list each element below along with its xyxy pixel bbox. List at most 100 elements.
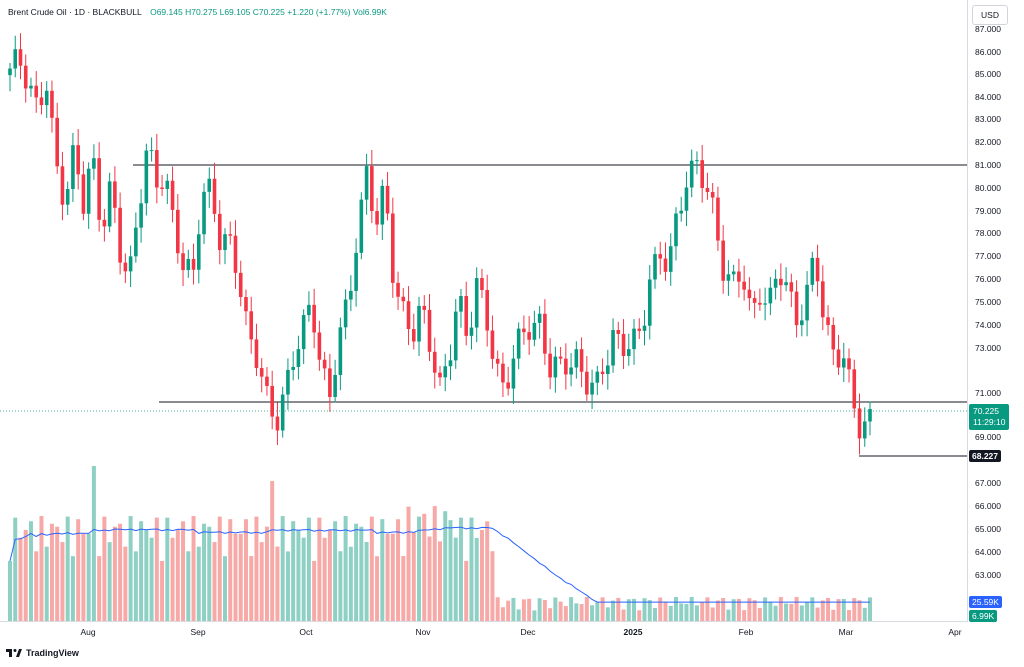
candle-body (742, 281, 746, 290)
candle-body (97, 158, 101, 220)
volume-bar (39, 516, 44, 621)
volume-bar (44, 546, 49, 621)
candle-body (259, 368, 264, 377)
volume-bar (81, 533, 86, 621)
volume-bar (490, 551, 495, 621)
candle-body (417, 305, 421, 342)
volume-bar (673, 597, 678, 621)
candle-body (155, 150, 159, 188)
volume-bar (280, 516, 285, 621)
candle-body (815, 257, 820, 282)
volume-bar (165, 517, 170, 621)
volume-bar (306, 517, 311, 621)
candle-body (506, 382, 510, 389)
candle-body (616, 330, 621, 334)
volume-bar (747, 598, 752, 621)
candle-body (752, 298, 757, 303)
candle-body (375, 211, 379, 225)
price-axis-label: 86.000 (975, 47, 1001, 57)
volume-bar (338, 551, 343, 621)
candle-body (212, 178, 217, 214)
candle-body (65, 189, 70, 205)
volume-bar (23, 530, 28, 621)
volume-bar (705, 597, 710, 621)
tradingview-logo[interactable]: TradingView (6, 648, 79, 658)
volume-bar (548, 608, 553, 621)
volume-bar (207, 526, 212, 621)
volume-bar (364, 542, 369, 621)
candle-body (763, 303, 767, 305)
candle-body (637, 328, 642, 331)
volume-bar (700, 602, 705, 621)
volume-bar (600, 597, 605, 621)
volume-bar (107, 542, 112, 621)
volume-bar (8, 561, 12, 621)
chart-plot-area[interactable] (0, 0, 968, 622)
currency-button[interactable]: USD (972, 5, 1008, 25)
volume-bar (312, 560, 317, 621)
candle-body (249, 311, 254, 340)
volume-bar (270, 481, 275, 621)
volume-tag: 6.99K (969, 610, 998, 622)
price-axis-label: 83.000 (975, 114, 1001, 124)
candle-body (385, 185, 390, 214)
candle-body (23, 65, 28, 89)
candle-body (39, 97, 44, 106)
candle-body (674, 213, 678, 247)
candle-body (810, 257, 815, 285)
volume-bar (763, 597, 768, 621)
candle-body (149, 150, 154, 152)
volume-bar (590, 605, 595, 621)
candle-body (286, 369, 290, 395)
price-axis-label: 79.000 (975, 206, 1001, 216)
candle-body (432, 351, 437, 373)
candle-body (469, 327, 474, 336)
brand-label: TradingView (26, 648, 79, 658)
volume-bar (479, 529, 484, 621)
volume-bar (773, 605, 778, 621)
candle-body (490, 330, 495, 359)
tradingview-icon (6, 649, 22, 657)
candle-body (50, 90, 54, 118)
volume-bar (233, 533, 238, 621)
volume-bar (726, 609, 731, 621)
price-axis-label: 69.000 (975, 432, 1001, 442)
candle-body (543, 313, 547, 354)
volume-bar (144, 530, 149, 621)
candle-body (8, 68, 12, 76)
volume-bar (778, 597, 783, 621)
candle-body (653, 254, 657, 280)
volume-bar (422, 513, 427, 621)
candle-body (668, 246, 673, 272)
volume-bar (605, 607, 610, 621)
candle-body (632, 328, 636, 350)
volume-bar (333, 521, 338, 621)
volume-bar (91, 466, 96, 621)
candle-body (128, 256, 133, 272)
candle-body (401, 296, 406, 302)
candle-body (380, 185, 385, 225)
volume-bar (558, 601, 563, 621)
price-axis-label: 77.000 (975, 251, 1001, 261)
volume-bar (65, 516, 70, 621)
volume-bar (679, 603, 684, 621)
candle-body (705, 187, 710, 193)
volume-bar (154, 517, 159, 621)
symbol-label[interactable]: Brent Crude Oil · 1D · BLACKBULL (8, 7, 142, 17)
candle-body (13, 49, 18, 69)
candle-body (768, 287, 773, 304)
time-axis-label: Apr (948, 627, 961, 637)
volume-bar (432, 506, 437, 621)
candle-body (44, 90, 49, 106)
candle-body (606, 365, 610, 375)
volume-bar (49, 523, 54, 621)
volume-bar (799, 605, 804, 621)
volume-bar (196, 546, 201, 621)
time-axis-label: Nov (415, 627, 431, 637)
candle-body (170, 180, 175, 210)
candle-body (18, 49, 23, 66)
candle-body (118, 207, 122, 263)
volume-bar (826, 598, 831, 621)
